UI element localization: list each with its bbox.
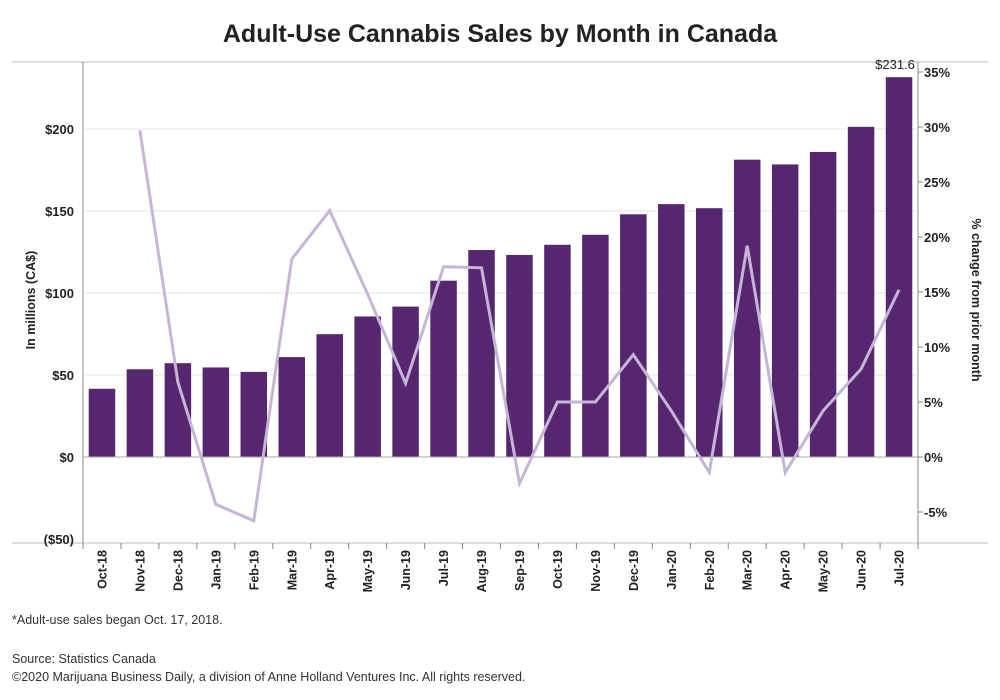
copyright-note: ©2020 Marijuana Business Daily, a divisi… <box>12 670 526 684</box>
y-tick-label: $150 <box>45 204 74 219</box>
data-label: $231.6 <box>875 57 915 72</box>
y-tick-label: ($50) <box>44 532 74 547</box>
bar <box>582 234 609 457</box>
x-tick-label: May-20 <box>817 550 831 592</box>
x-tick-label: May-19 <box>361 550 375 592</box>
x-tick-label: Jun-19 <box>399 550 413 590</box>
chart-title: Adult-Use Cannabis Sales by Month in Can… <box>222 20 778 48</box>
x-tick-label: Jan-20 <box>665 550 679 590</box>
x-tick-label: Jun-20 <box>855 550 869 590</box>
y-axis-title: In millions (CA$) <box>24 251 38 350</box>
bar <box>771 164 799 457</box>
y2-tick-label: 15% <box>924 285 950 300</box>
x-tick-label: Apr-20 <box>779 550 793 590</box>
bar <box>354 316 381 457</box>
x-tick-label: Jan-19 <box>209 550 223 590</box>
bar <box>202 367 230 457</box>
x-tick-label: Feb-19 <box>247 550 261 590</box>
y2-tick-label: 35% <box>924 65 950 80</box>
bar <box>88 388 116 457</box>
x-tick-label: Mar-20 <box>741 550 755 590</box>
bar <box>430 280 457 457</box>
bar <box>240 371 268 457</box>
y2-tick-label: 20% <box>924 230 950 245</box>
x-tick-label: Mar-19 <box>285 550 299 590</box>
y2-tick-label: -5% <box>924 505 948 520</box>
x-tick-label: Oct-18 <box>95 550 109 589</box>
x-tick-label: Feb-20 <box>703 550 717 590</box>
bar <box>847 126 875 458</box>
y2-tick-label: 25% <box>924 175 950 190</box>
bar <box>809 151 837 457</box>
y-tick-label: $200 <box>45 122 74 137</box>
x-tick-label: Nov-18 <box>133 550 147 592</box>
x-tick-label: Dec-18 <box>171 550 185 591</box>
x-tick-label: Nov-19 <box>589 550 603 592</box>
footnote: *Adult-use sales began Oct. 17, 2018. <box>12 613 223 627</box>
x-tick-label: Oct-19 <box>551 550 565 589</box>
bar <box>658 204 685 457</box>
x-tick-label: Sep-19 <box>513 550 527 591</box>
y-tick-label: $0 <box>60 450 74 465</box>
x-tick-label: Jul-19 <box>437 550 451 586</box>
bar <box>316 334 343 457</box>
y2-tick-label: 30% <box>924 120 950 135</box>
bar <box>468 250 495 457</box>
y2-axis-title: % change from prior month <box>969 218 983 381</box>
bar <box>506 254 533 457</box>
bar <box>885 77 913 458</box>
bar <box>278 357 305 457</box>
y2-tick-label: 5% <box>924 395 943 410</box>
bar <box>733 159 761 457</box>
x-tick-label: Jul-20 <box>893 550 907 586</box>
y-tick-label: $100 <box>45 286 74 301</box>
source-note: Source: Statistics Canada <box>12 652 156 666</box>
x-tick-label: Apr-19 <box>323 550 337 590</box>
bar <box>126 369 154 457</box>
bar <box>620 214 647 457</box>
x-tick-label: Dec-19 <box>627 550 641 591</box>
y-tick-label: $50 <box>52 368 74 383</box>
y2-tick-label: 0% <box>924 450 943 465</box>
x-tick-label: Aug-19 <box>475 550 489 592</box>
y2-tick-label: 10% <box>924 340 950 355</box>
pct-change-line <box>138 130 901 523</box>
